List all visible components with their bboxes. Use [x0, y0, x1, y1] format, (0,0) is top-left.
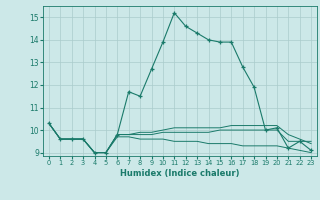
X-axis label: Humidex (Indice chaleur): Humidex (Indice chaleur): [120, 169, 240, 178]
